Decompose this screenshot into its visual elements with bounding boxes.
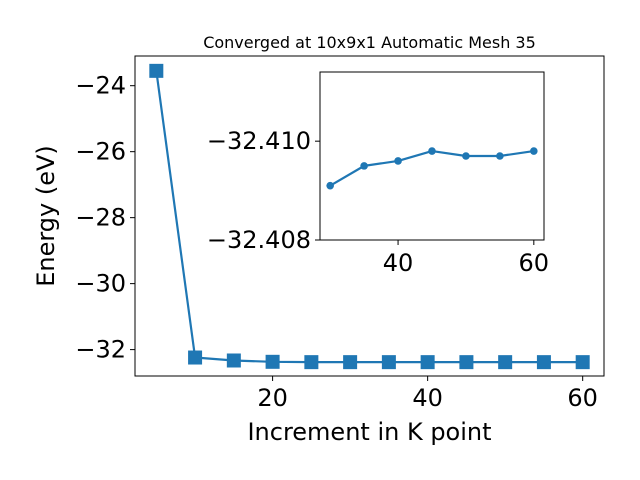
- main-data-point: [226, 353, 241, 368]
- inset-frame: [319, 71, 545, 241]
- y-axis-label: Energy (eV): [32, 145, 60, 287]
- main-y-tick-label: −24: [75, 72, 126, 100]
- inset-data-point: [326, 181, 334, 190]
- inset-x-tick-label: 40: [383, 249, 414, 277]
- main-x-tick-label: 40: [412, 384, 443, 412]
- main-data-point: [265, 354, 280, 369]
- main-data-point: [536, 355, 551, 370]
- inset-data-point: [496, 152, 504, 160]
- inset-x-tick-label: 60: [519, 249, 550, 277]
- main-data-point: [575, 355, 590, 370]
- main-data-point: [459, 355, 474, 370]
- main-data-point: [498, 355, 513, 370]
- inset-data-point: [428, 147, 436, 155]
- main-y-tick-label: −32: [75, 336, 126, 364]
- inset-data-point: [462, 152, 470, 160]
- main-y-tick-label: −30: [75, 270, 126, 298]
- main-x-tick-label: 20: [257, 384, 288, 412]
- main-data-point: [188, 350, 203, 365]
- x-axis-label: Increment in K point: [247, 418, 491, 446]
- main-y-tick-label: −28: [75, 204, 126, 232]
- inset-data-point: [530, 147, 538, 155]
- inset-y-tick-label: −32.410: [207, 127, 311, 155]
- main-data-point: [304, 355, 319, 370]
- main-data-point: [420, 355, 435, 370]
- main-y-tick-label: −26: [75, 138, 126, 166]
- inset-y-tick-label: −32.408: [207, 226, 311, 254]
- chart-title: Converged at 10x9x1 Automatic Mesh 35: [203, 33, 536, 52]
- inset-plot-area: 40 60 −32.410 −32.408: [207, 71, 550, 277]
- inset-data-point: [360, 162, 368, 170]
- main-x-tick-label: 60: [567, 384, 598, 412]
- main-data-point: [149, 63, 164, 78]
- main-data-point: [343, 355, 358, 370]
- inset-data-point: [394, 157, 402, 165]
- main-data-point: [381, 355, 396, 370]
